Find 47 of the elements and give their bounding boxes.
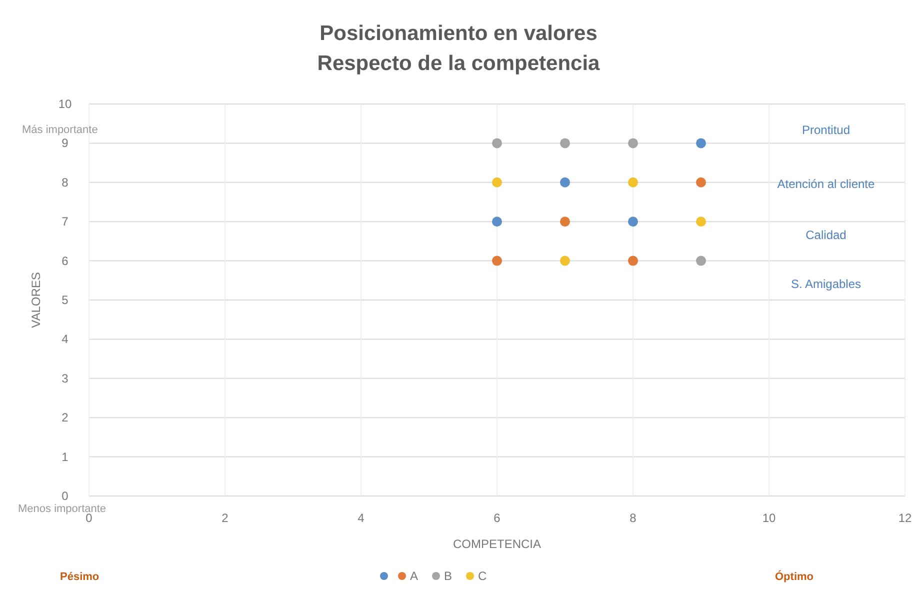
y-tick-label: 7 [62, 214, 69, 229]
point [696, 138, 706, 148]
point [560, 138, 570, 148]
point [696, 256, 706, 266]
x-tick-label: 12 [898, 511, 912, 525]
x-tick-label: 6 [494, 511, 501, 525]
x-tick-label: 2 [222, 511, 229, 525]
y-tick-label: 10 [58, 97, 72, 111]
point [696, 216, 706, 227]
y-tick-label: 8 [62, 175, 69, 190]
text: Pésimo [60, 571, 100, 583]
point [492, 177, 502, 188]
point [560, 256, 570, 266]
point [492, 256, 502, 266]
chart-subtitle: Respecto de la competencia [317, 52, 600, 75]
point [696, 177, 706, 188]
annotation: Calidad [806, 228, 846, 242]
annotation: Prontitud [802, 123, 850, 137]
x-tick-label: 4 [358, 511, 365, 525]
annotation: S. Amigables [790, 277, 862, 291]
y-tick-label: 0 [62, 489, 69, 503]
x-axis-title: COMPETENCIA [452, 537, 542, 551]
legend-label: C [478, 569, 487, 583]
y-tick-label: 1 [62, 450, 69, 464]
y-tick-label: 6 [62, 254, 69, 268]
x-tick-label: 10 [762, 511, 776, 525]
y-tick-label: 3 [62, 371, 69, 386]
point [628, 256, 638, 266]
annotation: Más importante [22, 124, 98, 136]
point [628, 138, 638, 148]
point [560, 216, 570, 227]
point [628, 216, 638, 227]
x-tick-label: 8 [630, 511, 637, 525]
point [628, 177, 638, 188]
point [492, 138, 502, 148]
y-tick-label: 5 [62, 293, 69, 307]
legend-label: B [444, 569, 452, 583]
y-tick-label: 9 [62, 136, 69, 150]
text: Óptimo [775, 570, 814, 583]
point [492, 216, 502, 227]
point [560, 177, 570, 188]
y-tick-label: 4 [62, 332, 69, 346]
legend-label: A [410, 569, 418, 583]
annotation: Atención al cliente [777, 177, 876, 191]
y-tick-label: 2 [62, 410, 69, 425]
y-axis-title: VALORES [29, 272, 43, 328]
chart-title: Posicionamiento en valores [320, 22, 598, 45]
